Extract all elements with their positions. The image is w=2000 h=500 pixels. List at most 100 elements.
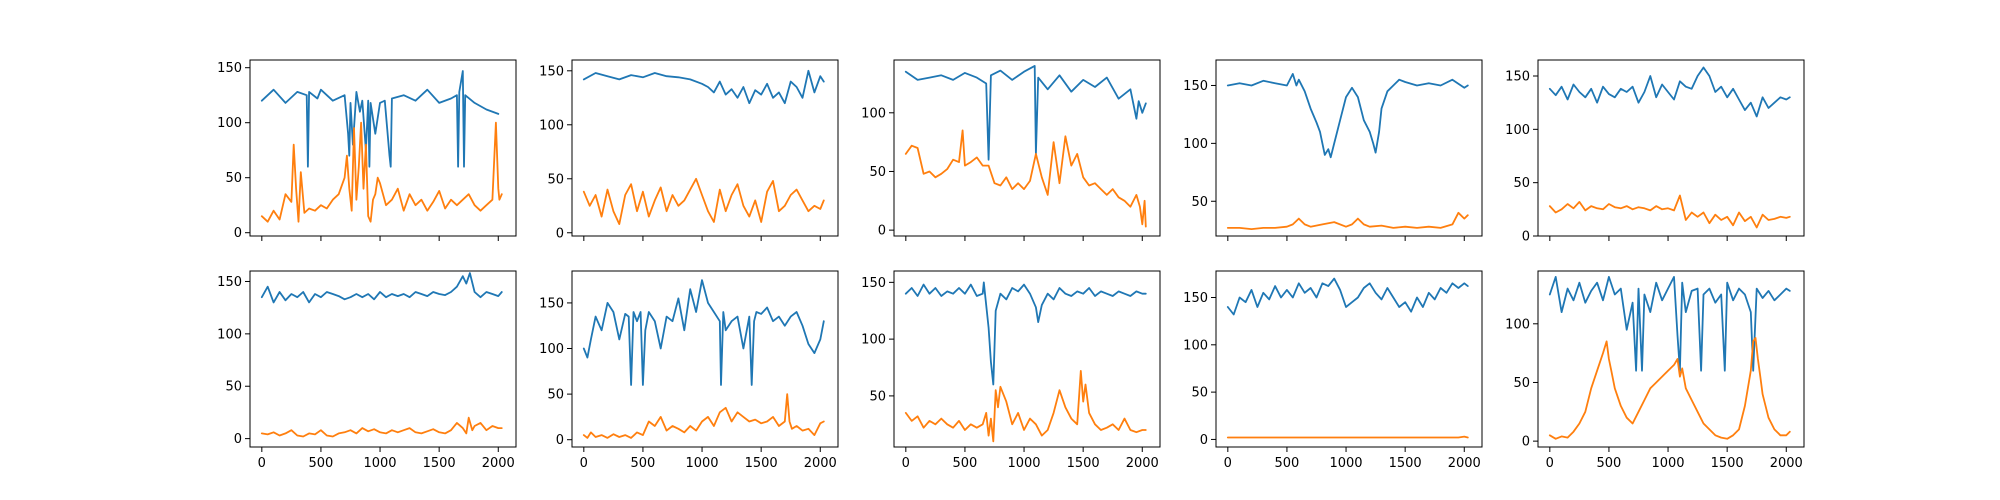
y-tick-label: 50 bbox=[225, 380, 242, 395]
y-tick-label: 100 bbox=[861, 106, 886, 121]
y-tick-label: 0 bbox=[1522, 435, 1530, 450]
y-tick-label: 100 bbox=[217, 116, 242, 131]
series-line-1 bbox=[1226, 277, 1469, 316]
x-tick-label: 500 bbox=[631, 456, 656, 471]
axes-frame bbox=[571, 270, 839, 448]
subplot-2: 0 50 100 150 bbox=[539, 59, 839, 241]
subplot-5: 0 50 100 150 bbox=[1505, 59, 1805, 245]
y-tick-label: 0 bbox=[1200, 433, 1208, 448]
subplot-1: 0 50 100 150 bbox=[217, 59, 517, 241]
series-line-2 bbox=[260, 416, 503, 438]
y-tick-label: 50 bbox=[1513, 176, 1530, 191]
y-tick-label: 100 bbox=[217, 327, 242, 342]
series-line-2 bbox=[582, 393, 825, 439]
series-line-2 bbox=[260, 121, 503, 223]
x-tick-label: 2000 bbox=[804, 456, 837, 471]
y-tick-label: 50 bbox=[225, 171, 242, 186]
series-line-1 bbox=[1226, 73, 1469, 159]
x-tick-label: 1000 bbox=[685, 456, 718, 471]
y-tick-label: 0 bbox=[556, 433, 564, 448]
x-tick-label: 1500 bbox=[423, 456, 456, 471]
series-line-1 bbox=[260, 272, 503, 304]
x-tick-label: 1500 bbox=[1067, 456, 1100, 471]
x-tick-label: 500 bbox=[1597, 456, 1622, 471]
y-tick-label: 150 bbox=[861, 276, 886, 291]
x-tick-label: 1500 bbox=[745, 456, 778, 471]
y-tick-label: 100 bbox=[861, 333, 886, 348]
y-tick-label: 0 bbox=[556, 226, 564, 241]
axes-frame bbox=[571, 59, 839, 237]
series-line-1 bbox=[260, 70, 500, 168]
x-tick-label: 500 bbox=[953, 456, 978, 471]
y-tick-label: 50 bbox=[547, 172, 564, 187]
y-tick-label: 150 bbox=[217, 61, 242, 76]
axes-frame bbox=[1215, 270, 1483, 448]
y-tick-label: 0 bbox=[1522, 230, 1530, 245]
x-tick-label: 2000 bbox=[482, 456, 515, 471]
series-line-1 bbox=[582, 69, 825, 105]
series-line-1 bbox=[1548, 66, 1791, 118]
subplot-4: 50 100 150 bbox=[1183, 59, 1483, 241]
x-tick-label: 2000 bbox=[1770, 456, 1803, 471]
axes-frame bbox=[893, 59, 1161, 237]
x-tick-label: 2000 bbox=[1126, 456, 1159, 471]
series-line-2 bbox=[1548, 194, 1791, 229]
series-line-2 bbox=[904, 369, 1147, 443]
y-tick-label: 150 bbox=[217, 275, 242, 290]
x-tick-label: 500 bbox=[1275, 456, 1300, 471]
x-tick-label: 1000 bbox=[1007, 456, 1040, 471]
y-tick-label: 0 bbox=[234, 226, 242, 241]
x-tick-label: 0 bbox=[1224, 456, 1232, 471]
y-tick-label: 100 bbox=[539, 118, 564, 133]
y-tick-label: 100 bbox=[1505, 123, 1530, 138]
x-tick-label: 2000 bbox=[1448, 456, 1481, 471]
x-tick-label: 0 bbox=[902, 456, 910, 471]
x-tick-label: 0 bbox=[1546, 456, 1554, 471]
y-tick-label: 150 bbox=[1505, 70, 1530, 85]
x-tick-label: 1000 bbox=[1651, 456, 1684, 471]
y-tick-label: 0 bbox=[878, 224, 886, 239]
series-line-2 bbox=[904, 129, 1147, 228]
series-line-1 bbox=[582, 279, 825, 386]
axes-frame bbox=[1537, 59, 1805, 237]
series-line-1 bbox=[1548, 275, 1791, 372]
axes-frame bbox=[249, 270, 517, 448]
x-tick-label: 500 bbox=[309, 456, 334, 471]
axes-frame bbox=[249, 59, 517, 237]
series-line-1 bbox=[904, 65, 1147, 161]
x-tick-label: 1000 bbox=[363, 456, 396, 471]
y-tick-label: 100 bbox=[539, 342, 564, 357]
y-tick-label: 100 bbox=[1183, 338, 1208, 353]
series-line-2 bbox=[1226, 211, 1469, 231]
subplot-3: 0 50 100 bbox=[861, 59, 1161, 241]
y-tick-label: 50 bbox=[869, 165, 886, 180]
series-line-2 bbox=[1548, 336, 1791, 440]
x-tick-label: 0 bbox=[580, 456, 588, 471]
x-tick-label: 0 bbox=[258, 456, 266, 471]
y-tick-label: 150 bbox=[539, 296, 564, 311]
axes-frame bbox=[893, 270, 1161, 448]
x-tick-label: 1000 bbox=[1329, 456, 1362, 471]
x-tick-label: 1500 bbox=[1389, 456, 1422, 471]
axes-frame bbox=[1215, 59, 1483, 237]
y-tick-label: 150 bbox=[1183, 79, 1208, 94]
x-tick-label: 1500 bbox=[1711, 456, 1744, 471]
y-tick-label: 0 bbox=[234, 432, 242, 447]
axes-frame bbox=[1537, 270, 1805, 448]
y-tick-label: 50 bbox=[1191, 195, 1208, 210]
y-tick-label: 50 bbox=[869, 389, 886, 404]
series-line-1 bbox=[904, 281, 1147, 386]
y-tick-label: 50 bbox=[1191, 386, 1208, 401]
series-line-2 bbox=[582, 177, 825, 226]
y-tick-label: 50 bbox=[1513, 376, 1530, 391]
y-tick-label: 100 bbox=[1505, 317, 1530, 332]
y-tick-label: 100 bbox=[1183, 137, 1208, 152]
y-tick-label: 150 bbox=[539, 64, 564, 79]
y-tick-label: 50 bbox=[547, 388, 564, 403]
